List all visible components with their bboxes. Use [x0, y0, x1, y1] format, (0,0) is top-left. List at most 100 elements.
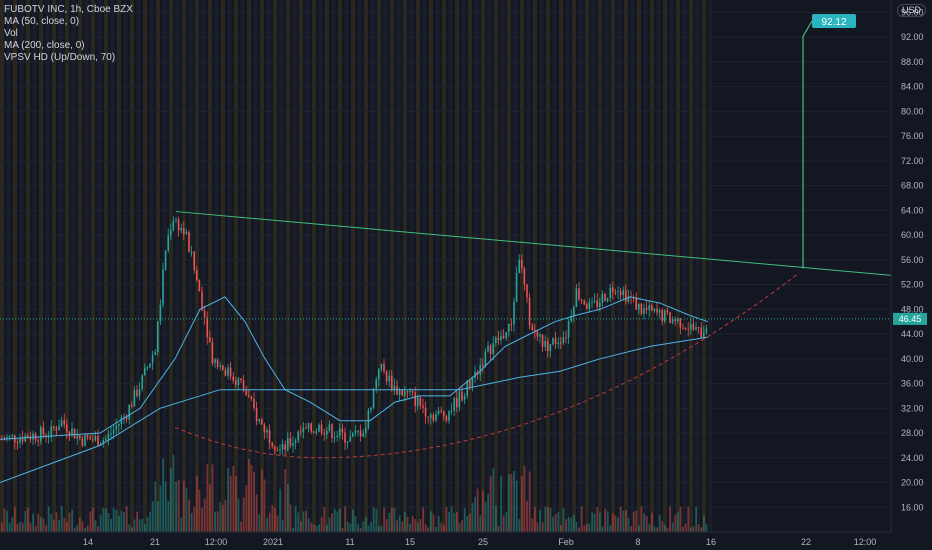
volume-bar [385, 518, 388, 532]
volume-bar [170, 468, 172, 532]
time-tick-label: 12:00 [854, 537, 877, 547]
candle-body [599, 302, 601, 308]
candle-body [339, 428, 341, 436]
candle-body [3, 439, 6, 441]
profile-band [143, 0, 147, 532]
profile-band [624, 0, 628, 532]
volume-bar [11, 517, 14, 532]
volume-bar [162, 459, 164, 532]
volume-bar [635, 510, 638, 532]
volume-bar [274, 507, 276, 532]
profile-band [429, 0, 433, 532]
volume-bar [318, 524, 320, 532]
candle-body [372, 388, 375, 408]
candle-body [21, 438, 24, 442]
volume-bar [705, 523, 708, 532]
volume-bar [320, 516, 323, 532]
volume-bar [120, 510, 123, 532]
volume-bar [500, 475, 502, 532]
profile-band [97, 0, 102, 532]
candle-body [352, 433, 354, 437]
candle-body [281, 444, 284, 450]
volume-bar [128, 524, 131, 532]
volume-bar [645, 515, 648, 532]
candle-body [357, 430, 359, 432]
candle-body [414, 392, 416, 406]
candle-body [151, 354, 154, 364]
time-tick-label: 12:00 [205, 537, 228, 547]
candle-body [180, 228, 182, 231]
candle-body [505, 331, 507, 339]
candle-body [341, 428, 344, 433]
candle-body [310, 423, 312, 432]
candle-body [253, 399, 255, 408]
price-tick-label: 80.00 [901, 106, 924, 116]
volume-bar [487, 494, 489, 532]
candle-body [305, 427, 307, 429]
candle-body [222, 365, 224, 370]
volume-bar [515, 480, 518, 532]
candle-body [71, 428, 73, 436]
volume-bar [29, 522, 32, 532]
volume-bar [445, 506, 448, 532]
candle-body [123, 416, 125, 418]
candle-body [177, 219, 180, 231]
volume-bar [458, 523, 461, 532]
time-tick-label: 22 [801, 537, 811, 547]
volume-bar [99, 514, 102, 532]
volume-bar [8, 522, 11, 532]
volume-bar [21, 522, 24, 532]
profile-band [227, 0, 232, 532]
volume-bar [599, 512, 601, 532]
profile-band [695, 0, 700, 532]
volume-bar [16, 523, 19, 532]
volume-bar [60, 506, 63, 532]
volume-bar [505, 511, 508, 532]
candle-body [679, 318, 682, 328]
candle-body [534, 330, 536, 332]
candle-body [349, 436, 351, 442]
candle-body [687, 329, 689, 331]
volume-bar [201, 507, 203, 532]
volume-bar [266, 517, 268, 532]
volume-bar [222, 505, 224, 532]
profile-band [338, 0, 342, 532]
candle-body [263, 424, 266, 433]
profile-band [559, 0, 563, 532]
profile-band [357, 0, 362, 532]
volume-bar [463, 508, 466, 532]
volume-bar [651, 512, 653, 532]
volume-bar [6, 510, 8, 532]
profile-band [305, 0, 310, 532]
volume-bar [437, 516, 440, 532]
candle-body [664, 310, 666, 322]
profile-band [468, 0, 472, 532]
volume-bar [344, 506, 346, 532]
candle-body [344, 432, 346, 443]
candle-body [133, 389, 136, 407]
volume-bar [307, 518, 310, 532]
candle-body [313, 431, 315, 433]
candle-body [219, 365, 221, 367]
profile-band [299, 0, 303, 532]
volume-bar [240, 521, 242, 532]
volume-bar [209, 484, 211, 532]
volume-bar [614, 515, 617, 532]
volume-bar [297, 512, 300, 532]
profile-band [461, 0, 466, 532]
volume-bar [354, 516, 357, 532]
profile-band [279, 0, 284, 532]
candle-body [437, 410, 440, 414]
time-tick-label: 2021 [263, 537, 283, 547]
volume-bar [27, 507, 29, 532]
volume-bar [547, 506, 549, 532]
volume-bar [315, 525, 318, 532]
candle-body [370, 407, 372, 411]
candle-body [674, 318, 676, 322]
currency-selector[interactable]: USD [896, 4, 926, 17]
volume-bar [258, 514, 261, 532]
volume-bar [84, 527, 86, 532]
volume-bar [339, 508, 341, 532]
volume-bar [167, 500, 170, 532]
